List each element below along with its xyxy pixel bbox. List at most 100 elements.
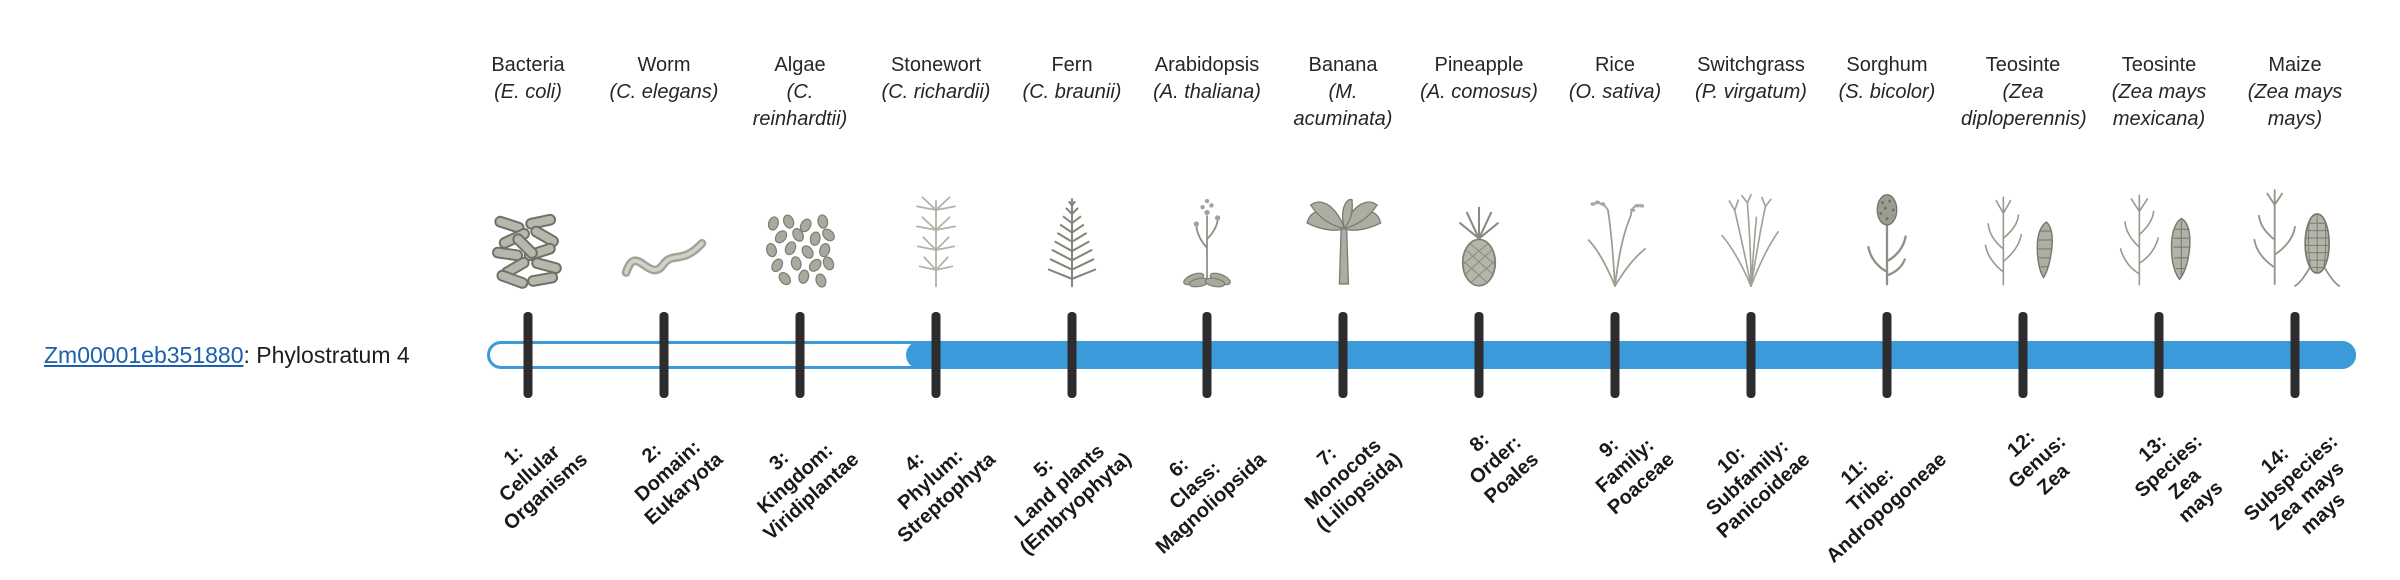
organism-name: Worm (C. elegans) <box>602 52 726 106</box>
organism-common-name: Pineapple <box>1434 54 1524 76</box>
organism-name: Banana (M. acuminata) <box>1281 52 1405 132</box>
organism-name: Fern (C. braunii) <box>1010 52 1134 106</box>
stratum-label-14: 14: Subspecies: Zea mays mays <box>2240 430 2350 540</box>
organism-name: Pineapple (A. comosus) <box>1417 52 1541 106</box>
stratum-tick-13 <box>2154 312 2164 398</box>
teosinte-icon <box>1960 158 2086 290</box>
organism-common-name: Sorghum <box>1846 54 1928 76</box>
stratum-label-2: 2: Domain: Eukaryota <box>631 436 728 530</box>
stratum-label-6: 6: Class: Magnoliopsida <box>1151 448 1271 559</box>
organism-column-stonewort: Stonewort (C. richardii) 4: Phylum: Stre… <box>868 0 1004 580</box>
organism-name: Rice (O. sativa) <box>1553 52 1677 106</box>
organism-scientific-name: (E. coli) <box>494 80 562 103</box>
organism-name: Bacteria (E. coli) <box>466 52 590 106</box>
stratum-tick-8 <box>1474 312 1484 398</box>
arabidopsis-icon <box>1144 158 1270 290</box>
organism-common-name: Teosinte <box>2121 54 2197 76</box>
stratum-label-12: 12: Genus: Zea <box>2003 426 2074 500</box>
organism-scientific-name: (A. comosus) <box>1420 80 1538 103</box>
organism-column-arabidopsis: Arabidopsis (A. thaliana) <box>1139 0 1275 580</box>
gene-label: Zm00001eb351880: Phylostratum 4 <box>44 341 410 369</box>
stratum-label-13: 13: Species: Zea mays <box>2130 430 2228 528</box>
organism-column-switchgrass: Switchgrass (P. virgatum) 10: Subfamily <box>1683 0 1819 580</box>
stonewort-icon <box>873 158 999 290</box>
organism-scientific-name: (Zea mays mays) <box>2247 80 2343 130</box>
organism-scientific-name: (M. acuminata) <box>1293 80 1393 130</box>
gene-phylostratum-text: : Phylostratum 4 <box>243 342 410 368</box>
stratum-tick-7 <box>1338 312 1348 398</box>
organism-scientific-name: (A. thaliana) <box>1153 80 1261 103</box>
organism-name: Stonewort (C. richardii) <box>874 52 998 106</box>
banana-icon <box>1280 158 1406 290</box>
phylostratum-bar <box>487 341 2356 369</box>
organism-scientific-name: (C. elegans) <box>609 80 719 103</box>
organism-column-banana: Banana (M. acuminata) 7: Monocots (Lilio… <box>1275 0 1411 580</box>
organism-common-name: Rice <box>1594 54 1635 76</box>
switchgrass-icon <box>1688 158 1814 290</box>
stratum-label-8: 8: Order: Poales <box>1465 428 1543 508</box>
stratum-label-3: 3: Kingdom: Viridiplantae <box>753 439 864 545</box>
sorghum-icon <box>1824 158 1950 290</box>
organism-scientific-name: (C. braunii) <box>1022 80 1122 103</box>
stratum-label-4: 4: Phylum: Streptophyta <box>893 445 1000 548</box>
organism-scientific-name: (C. richardii) <box>881 80 991 103</box>
rice-icon <box>1552 158 1678 290</box>
organism-column-teosinte-1: Teosinte (Zea diploperennis) 12: G <box>1955 0 2091 580</box>
organism-name: Arabidopsis (A. thaliana) <box>1145 52 1269 106</box>
stratum-tick-4 <box>931 312 941 398</box>
organism-column-teosinte-2: Teosinte (Zea mays mexicana) <box>2091 0 2227 580</box>
stratum-tick-6 <box>1202 312 1212 398</box>
organism-column-sorghum: Sorghum (S. bicolor) 11: Tribe: Andropog… <box>1819 0 1955 580</box>
organism-common-name: Algae <box>774 54 826 76</box>
stratum-label-1: 1: Cellular Organisms <box>494 440 592 535</box>
organism-scientific-name: (S. bicolor) <box>1838 80 1936 103</box>
organism-column-bacteria: Bacteria (E. coli) <box>460 0 596 580</box>
organism-scientific-name: (P. virgatum) <box>1695 80 1807 103</box>
organism-column-algae: Algae (C. reinhardtii) <box>732 0 868 580</box>
stratum-label-7: 7: Monocots (Liliopsida) <box>1300 434 1407 537</box>
bacteria-icon <box>465 158 591 290</box>
stratum-tick-2 <box>659 312 669 398</box>
organism-column-rice: Rice (O. sativa) 9: Family: Poac <box>1547 0 1683 580</box>
stratum-label-5: 5: Land plants (Embryophyta) <box>1010 440 1136 560</box>
stratum-tick-3 <box>795 312 805 398</box>
maize-icon <box>2232 158 2358 290</box>
stratum-tick-9 <box>1610 312 1620 398</box>
organism-common-name: Teosinte <box>1985 54 2061 76</box>
organism-name: Algae (C. reinhardtii) <box>738 52 862 132</box>
gene-link[interactable]: Zm00001eb351880 <box>44 342 244 368</box>
organism-common-name: Switchgrass <box>1697 54 1805 76</box>
stratum-tick-1 <box>523 312 533 398</box>
stratum-tick-12 <box>2018 312 2028 398</box>
organism-name: Teosinte (Zea diploperennis) <box>1961 52 2087 132</box>
organism-name: Maize (Zea mays mays) <box>2233 52 2357 132</box>
stratum-tick-10 <box>1746 312 1756 398</box>
organism-scientific-name: (O. sativa) <box>1568 80 1662 103</box>
teosinte-icon-2 <box>2096 158 2222 290</box>
organism-common-name: Arabidopsis <box>1154 54 1260 76</box>
organism-common-name: Fern <box>1051 54 1093 76</box>
organism-name: Sorghum (S. bicolor) <box>1825 52 1949 106</box>
organism-common-name: Banana <box>1308 54 1378 76</box>
organism-column-pineapple: Pineapple (A. comosus) 8: Order: Poales <box>1411 0 1547 580</box>
pineapple-icon <box>1416 158 1542 290</box>
organism-scientific-name: (Zea diploperennis) <box>1961 80 2087 130</box>
stratum-label-10: 10: Subfamily: Panicoideae <box>1702 435 1815 543</box>
bar-filled-segment <box>906 341 2356 369</box>
organism-column-worm: Worm (C. elegans) 2: Domain: Eukaryota <box>596 0 732 580</box>
stratum-tick-5 <box>1067 312 1077 398</box>
organism-common-name: Maize <box>2268 54 2322 76</box>
organism-common-name: Worm <box>637 54 691 76</box>
organism-column-fern: Fern (C. braunii) 5: Land pl <box>1004 0 1140 580</box>
organism-name: Teosinte (Zea mays mexicana) <box>2097 52 2221 132</box>
algae-icon <box>737 158 863 290</box>
fern-icon <box>1009 158 1135 290</box>
stratum-tick-14 <box>2290 312 2300 398</box>
organism-column-maize: Maize (Zea mays mays) <box>2227 0 2363 580</box>
stratum-label-9: 9: Family: Poaceae <box>1591 433 1679 520</box>
worm-icon <box>601 158 727 290</box>
organism-common-name: Stonewort <box>890 54 982 76</box>
stratum-tick-11 <box>1882 312 1892 398</box>
organism-scientific-name: (C. reinhardtii) <box>752 80 848 130</box>
